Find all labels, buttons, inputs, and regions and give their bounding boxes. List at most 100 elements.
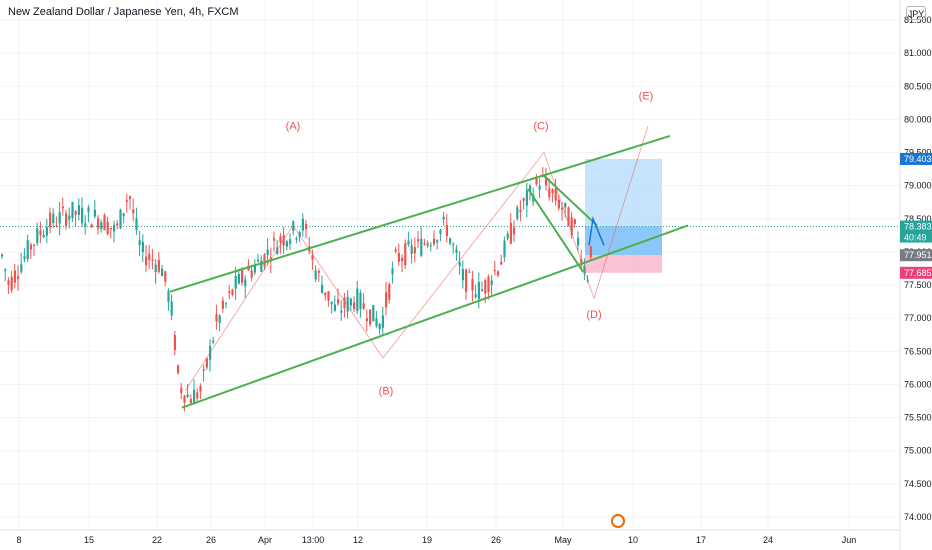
candle-body <box>314 270 317 280</box>
candle-body <box>58 212 61 224</box>
x-tick-label: Apr <box>258 535 272 545</box>
candle-body <box>29 244 32 250</box>
candle-body <box>330 301 333 305</box>
x-tick-label: 19 <box>422 535 432 545</box>
candle-body <box>471 278 474 291</box>
candle-body <box>426 243 429 246</box>
entry-price-tag <box>900 249 932 262</box>
candle-body <box>484 280 487 294</box>
candle-body <box>52 213 55 224</box>
candle-body <box>356 288 359 312</box>
candle-body <box>109 227 112 230</box>
candle-body <box>372 304 375 322</box>
candle-body <box>458 261 461 267</box>
candle-body <box>519 209 522 213</box>
candle-body <box>413 247 416 254</box>
candle-body <box>289 239 292 244</box>
candle-body <box>349 298 352 306</box>
candle-body <box>205 358 208 368</box>
y-tick-label: 76.500 <box>904 346 932 356</box>
candle-body <box>375 318 378 327</box>
candle-body <box>113 224 116 232</box>
candle-body <box>17 276 20 280</box>
candle-body <box>122 213 125 217</box>
currency-button[interactable]: JPY <box>906 6 926 20</box>
candle-body <box>353 302 356 310</box>
candle-body <box>381 315 384 328</box>
candle-body <box>68 215 71 220</box>
candle-body <box>295 238 298 240</box>
candle-body <box>218 315 221 323</box>
channel-upper-line <box>169 135 671 293</box>
candle-body <box>33 244 36 246</box>
candle-body <box>132 209 135 214</box>
candle-body <box>276 247 279 255</box>
candle-body <box>266 249 269 256</box>
y-tick-label: 79.500 <box>904 148 932 158</box>
candle-body <box>129 196 132 200</box>
flag-lower-line <box>527 188 584 273</box>
candle-body <box>106 221 109 235</box>
x-tick-label: 24 <box>763 535 773 545</box>
candle-body <box>551 189 554 194</box>
candle-body <box>141 241 144 253</box>
candle-body <box>212 340 215 343</box>
candle-body <box>13 270 16 283</box>
candle-body <box>1 254 4 257</box>
candle-body <box>161 268 164 277</box>
candle-body <box>119 209 122 229</box>
x-tick-label: 22 <box>152 535 162 545</box>
candle-body <box>317 270 320 273</box>
candle-body <box>36 228 39 244</box>
x-tick-label: 13:00 <box>302 535 325 545</box>
candle-body <box>42 235 45 238</box>
candle-body <box>477 282 480 299</box>
candle-body <box>503 240 506 258</box>
candle-body <box>327 291 330 301</box>
y-tick-label: 81.000 <box>904 48 932 58</box>
candle-body <box>279 236 282 243</box>
y-tick-label: 79.000 <box>904 181 932 191</box>
candle-body <box>189 398 192 404</box>
candle-body <box>225 303 228 305</box>
candle-body <box>452 244 455 246</box>
candle-body <box>388 283 391 300</box>
stop-price-tag-label: 77.685 <box>904 268 932 278</box>
candle-body <box>397 253 400 262</box>
candle-body <box>465 269 468 293</box>
candle-body <box>449 238 452 244</box>
candle-body <box>301 218 304 231</box>
candle-body <box>257 259 260 262</box>
candle-body <box>369 309 372 325</box>
candle-body <box>439 229 442 234</box>
candle-body <box>285 241 288 247</box>
candle-body <box>516 207 519 219</box>
wave-path <box>184 125 649 392</box>
open-profit-zone <box>585 226 662 256</box>
candle-body <box>20 264 23 272</box>
wave-label: (B) <box>379 385 394 397</box>
candle-body <box>522 198 525 201</box>
candle-body <box>557 199 560 209</box>
candle-body <box>548 188 551 198</box>
entry-price-tag-label: 77.951 <box>904 250 932 260</box>
candle-body <box>77 205 80 215</box>
candle-body <box>100 222 103 230</box>
candle-body <box>138 240 141 246</box>
x-tick-label: 8 <box>16 535 21 545</box>
candle-body <box>525 190 528 206</box>
target-price-tag <box>900 152 932 165</box>
candle-body <box>164 271 167 282</box>
candle-body <box>359 292 362 310</box>
candle-body <box>298 231 301 237</box>
candle-body <box>410 245 413 254</box>
candle-body <box>490 280 493 285</box>
candle-body <box>343 297 346 308</box>
candle-body <box>116 223 119 226</box>
candle-body <box>253 266 256 273</box>
candle-body <box>148 253 151 260</box>
candle-body <box>346 297 349 312</box>
candle-body <box>84 223 87 227</box>
